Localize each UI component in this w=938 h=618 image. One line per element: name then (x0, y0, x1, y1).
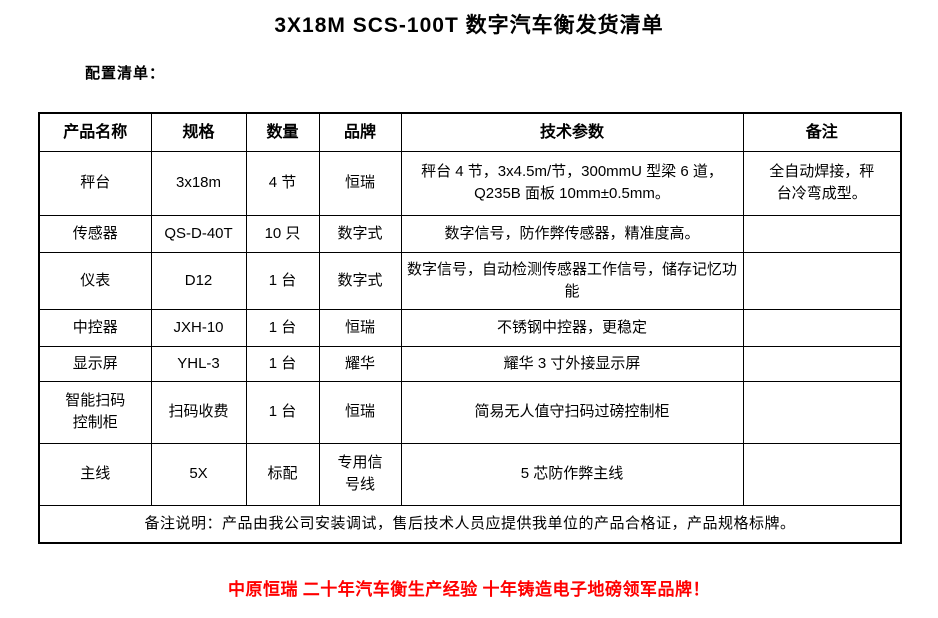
col-header-spec: 规格 (150, 112, 247, 152)
cell-spec: JXH-10 (150, 308, 247, 347)
cell-product-name: 智能扫码 控制柜 (38, 380, 152, 444)
col-header-product: 产品名称 (38, 112, 152, 152)
cell-brand: 恒瑞 (318, 150, 402, 216)
table-row: 显示屏 YHL-3 1 台 耀华 耀华 3 寸外接显示屏 (38, 345, 902, 382)
cell-qty: 1 台 (245, 345, 320, 382)
cell-params: 数字信号，防作弊传感器，精准度高。 (400, 214, 744, 253)
page-title: 3X18M SCS-100T 数字汽车衡发货清单 (274, 14, 664, 37)
cell-product-name: 主线 (38, 442, 152, 506)
table-row: 中控器 JXH-10 1 台 恒瑞 不锈钢中控器，更稳定 (38, 308, 902, 347)
col-header-note: 备注 (742, 112, 902, 152)
cell-qty: 1 台 (245, 308, 320, 347)
cell-params: 秤台 4 节，3x4.5m/节，300mmU 型梁 6 道，Q235B 面板 1… (400, 150, 744, 216)
cell-product-name: 中控器 (38, 308, 152, 347)
cell-spec: 扫码收费 (150, 380, 247, 444)
cell-spec: QS-D-40T (150, 214, 247, 253)
bottom-note-cell: 备注说明：产品由我公司安装调试，售后技术人员应提供我单位的产品合格证，产品规格标… (38, 504, 902, 544)
cell-spec: 5X (150, 442, 247, 506)
col-header-qty: 数量 (245, 112, 320, 152)
cell-note (742, 214, 902, 253)
cell-qty: 1 台 (245, 380, 320, 444)
cell-product-name: 显示屏 (38, 345, 152, 382)
table-bottom-note-row: 备注说明：产品由我公司安装调试，售后技术人员应提供我单位的产品合格证，产品规格标… (38, 504, 902, 544)
cell-spec: D12 (150, 251, 247, 310)
cell-note (742, 380, 902, 444)
table-row: 传感器 QS-D-40T 10 只 数字式 数字信号，防作弊传感器，精准度高。 (38, 214, 902, 253)
cell-note (742, 308, 902, 347)
cell-product-name: 秤台 (38, 150, 152, 216)
table-row: 智能扫码 控制柜 扫码收费 1 台 恒瑞 简易无人值守扫码过磅控制柜 (38, 380, 902, 444)
cell-product-name: 仪表 (38, 251, 152, 310)
table-header-row: 产品名称 规格 数量 品牌 技术参数 备注 (38, 112, 902, 152)
cell-params: 数字信号，自动检测传感器工作信号，储存记忆功能 (400, 251, 744, 310)
cell-brand: 数字式 (318, 251, 402, 310)
cell-spec: YHL-3 (150, 345, 247, 382)
brand-slogan: 中原恒瑞 二十年汽车衡生产经验 十年铸造电子地磅领军品牌！ (228, 580, 710, 599)
table-row: 仪表 D12 1 台 数字式 数字信号，自动检测传感器工作信号，储存记忆功能 (38, 251, 902, 310)
cell-brand: 专用信 号线 (318, 442, 402, 506)
cell-params: 简易无人值守扫码过磅控制柜 (400, 380, 744, 444)
cell-note: 全自动焊接，秤 台冷弯成型。 (742, 150, 902, 216)
cell-params: 5 芯防作弊主线 (400, 442, 744, 506)
cell-product-name: 传感器 (38, 214, 152, 253)
cell-qty: 1 台 (245, 251, 320, 310)
cell-note (742, 442, 902, 506)
cell-brand: 恒瑞 (318, 308, 402, 347)
table-row: 秤台 3x18m 4 节 恒瑞 秤台 4 节，3x4.5m/节，300mmU 型… (38, 150, 902, 216)
cell-brand: 耀华 (318, 345, 402, 382)
col-header-params: 技术参数 (400, 112, 744, 152)
cell-brand: 恒瑞 (318, 380, 402, 444)
cell-note (742, 345, 902, 382)
cell-note (742, 251, 902, 310)
cell-qty: 标配 (245, 442, 320, 506)
spec-table: 产品名称 规格 数量 品牌 技术参数 备注 秤台 3x18m 4 节 恒瑞 秤台… (38, 112, 902, 544)
cell-brand: 数字式 (318, 214, 402, 253)
cell-qty: 4 节 (245, 150, 320, 216)
cell-qty: 10 只 (245, 214, 320, 253)
cell-params: 不锈钢中控器，更稳定 (400, 308, 744, 347)
cell-spec: 3x18m (150, 150, 247, 216)
config-list-label: 配置清单： (85, 65, 166, 82)
table-row: 主线 5X 标配 专用信 号线 5 芯防作弊主线 (38, 442, 902, 506)
cell-params: 耀华 3 寸外接显示屏 (400, 345, 744, 382)
col-header-brand: 品牌 (318, 112, 402, 152)
